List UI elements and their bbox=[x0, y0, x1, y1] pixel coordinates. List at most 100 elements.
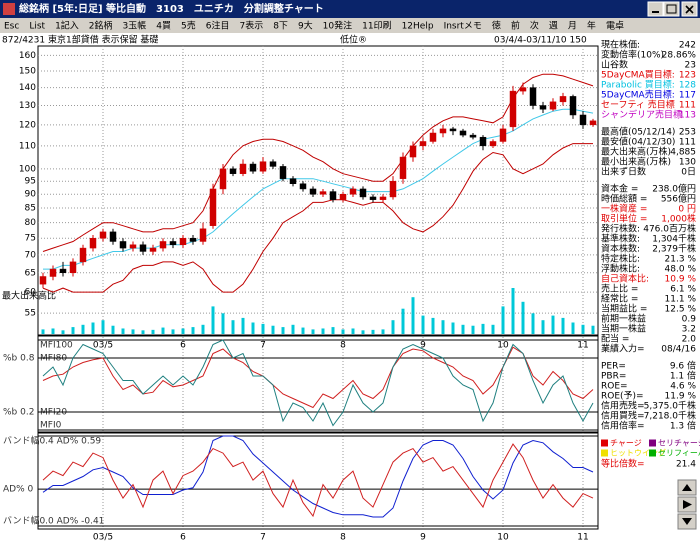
info-label: 現在株価: bbox=[601, 39, 640, 51]
menu-item[interactable]: 徳 bbox=[492, 20, 501, 32]
volume-bar bbox=[581, 324, 585, 334]
candle-body bbox=[39, 276, 47, 285]
candle-body bbox=[149, 247, 157, 252]
info-value: 4,885 bbox=[670, 148, 696, 158]
x-tick-label: 7 bbox=[260, 533, 266, 543]
menu-item[interactable]: 11印刷 bbox=[362, 20, 391, 32]
candle-body bbox=[389, 180, 397, 198]
candle-body bbox=[289, 178, 297, 185]
x-tick-label: 6 bbox=[180, 533, 186, 543]
candle-body bbox=[479, 136, 487, 147]
up-icon bbox=[682, 484, 692, 491]
menu-item[interactable]: Insrtメモ bbox=[444, 22, 482, 32]
menu-item[interactable]: 8下 bbox=[273, 22, 288, 32]
menu-item[interactable]: 次 bbox=[530, 20, 539, 32]
menu-item[interactable]: 5売 bbox=[181, 20, 196, 32]
y-tick-label: 130 bbox=[19, 101, 36, 111]
header-left: 872/4231 東京1部貸借 表示保留 基礎 bbox=[2, 34, 158, 46]
info-label: 資本金 = bbox=[601, 183, 638, 195]
window-controls[interactable] bbox=[647, 1, 698, 17]
menu-item[interactable]: 12Help bbox=[402, 22, 434, 32]
info-label: 最高値(05/12/14) bbox=[601, 126, 675, 138]
scroll-buttons[interactable] bbox=[677, 479, 697, 530]
ratio-label: 等比倍数= bbox=[601, 458, 645, 470]
candle-body bbox=[99, 231, 107, 239]
info-value: 9.6 倍 bbox=[670, 360, 696, 372]
info-label: 当期一株益 bbox=[601, 323, 646, 335]
info-label: セーフティ 売目標 bbox=[601, 99, 675, 111]
menu-item[interactable]: 4買 bbox=[156, 21, 171, 32]
volume-bar bbox=[411, 297, 415, 334]
menu-item[interactable]: Esc bbox=[4, 22, 19, 32]
candle-body bbox=[349, 188, 357, 195]
volume-bar bbox=[471, 325, 475, 334]
info-label: 基準株数: bbox=[601, 233, 640, 245]
y-tick-label: AD% 0 bbox=[3, 485, 33, 495]
candle-body bbox=[109, 231, 117, 242]
y-tick-label: 80 bbox=[25, 218, 37, 228]
menu-item[interactable]: 7表示 bbox=[239, 20, 263, 32]
y-tick-label: 150 bbox=[19, 66, 36, 76]
panel-frame bbox=[37, 335, 599, 433]
menu-item[interactable]: 1記入 bbox=[55, 20, 79, 32]
volume-bar bbox=[101, 320, 105, 334]
candle-body bbox=[179, 237, 187, 246]
info-label: 当期益比 = bbox=[601, 303, 647, 315]
menu-item[interactable]: 9大 bbox=[298, 20, 313, 32]
candle-body bbox=[419, 141, 427, 147]
candle-body bbox=[429, 132, 437, 142]
info-label: 発行株数: bbox=[601, 223, 640, 235]
menu-item[interactable]: 月 bbox=[568, 21, 577, 32]
minimize-button[interactable] bbox=[647, 1, 664, 17]
window-title: 総銘柄 [5年:日足] 等比自動 3103 ユニチカ 分割調整チャート bbox=[19, 2, 324, 15]
volume-bar bbox=[71, 327, 75, 334]
info-label: 信用買残= bbox=[601, 410, 645, 422]
volume-bar bbox=[551, 315, 555, 334]
info-value: 21.3 % bbox=[665, 255, 697, 265]
volume-bar bbox=[211, 306, 215, 334]
y-tick-label: 85 bbox=[25, 204, 36, 214]
info-value: 128 bbox=[679, 81, 696, 91]
menu-item[interactable]: 電卓 bbox=[606, 20, 624, 32]
info-value: 476.0百万株 bbox=[643, 223, 696, 235]
info-value: 1,304千株 bbox=[652, 233, 696, 245]
info-label: 取引単位 = bbox=[601, 213, 647, 225]
menu-item[interactable]: 6注目 bbox=[206, 20, 230, 32]
menu-item[interactable]: 2銘柄 bbox=[89, 20, 113, 32]
info-value: 48.0 % bbox=[665, 265, 697, 275]
menu-item[interactable]: List bbox=[29, 22, 45, 32]
volume-bar bbox=[131, 329, 135, 334]
menu-item[interactable]: 年 bbox=[587, 20, 596, 32]
volume-bar bbox=[81, 324, 85, 334]
info-label: 前期一株益 bbox=[601, 313, 646, 325]
info-value: 23 bbox=[685, 61, 696, 71]
info-value: 12.5 % bbox=[665, 305, 697, 315]
info-label: 資本株数: bbox=[601, 243, 640, 255]
info-value: 238.0億円 bbox=[652, 183, 696, 195]
volume-bar bbox=[191, 327, 195, 334]
candle-body bbox=[339, 193, 347, 200]
legend-swatch bbox=[601, 449, 608, 457]
band-line bbox=[42, 73, 594, 252]
volume-bar bbox=[451, 322, 455, 334]
menu-item[interactable]: 10発注 bbox=[323, 20, 352, 32]
panel-frame bbox=[37, 432, 599, 530]
volume-bar bbox=[181, 328, 185, 334]
menu-item[interactable]: 週 bbox=[549, 21, 558, 32]
candle-body bbox=[379, 196, 387, 200]
info-label: 業績入力= bbox=[601, 343, 645, 355]
info-label: 信用倍率= bbox=[601, 420, 645, 432]
candle-body bbox=[549, 101, 557, 110]
info-value: 1,000株 bbox=[661, 213, 696, 225]
menu-item[interactable]: 3玉帳 bbox=[123, 20, 147, 32]
candle-body bbox=[319, 191, 327, 195]
maximize-button[interactable] bbox=[663, 1, 680, 17]
menu-item[interactable]: 前 bbox=[511, 20, 520, 32]
candle-body bbox=[489, 141, 497, 147]
candle-body bbox=[329, 191, 337, 200]
candle-body bbox=[89, 237, 97, 249]
volume-bar bbox=[561, 317, 565, 334]
candle-body bbox=[519, 87, 527, 92]
volume-bar bbox=[371, 329, 375, 334]
